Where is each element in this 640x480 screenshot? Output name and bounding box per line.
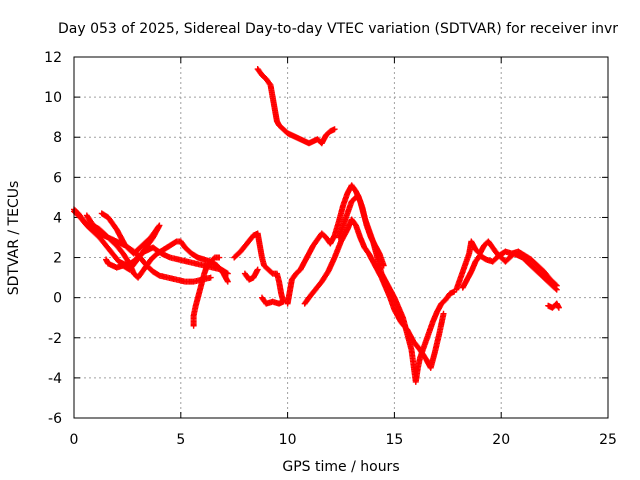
data-point xyxy=(440,310,447,317)
x-tick-label: 0 xyxy=(70,432,79,448)
data-series xyxy=(71,66,562,385)
data-point xyxy=(552,281,559,288)
y-tick-label: 6 xyxy=(53,170,62,186)
series-track-h xyxy=(284,182,458,385)
data-point xyxy=(224,278,231,285)
data-point xyxy=(331,126,338,133)
y-axis-label: SDTVAR / TECUs xyxy=(6,181,22,296)
y-tick-label: -6 xyxy=(48,411,62,427)
y-tick-label: -4 xyxy=(48,371,62,387)
series-track-k xyxy=(453,238,560,293)
series-track-l xyxy=(459,248,560,291)
data-point xyxy=(216,254,223,261)
x-axis-label: GPS time / hours xyxy=(282,459,399,475)
x-tick-label: 20 xyxy=(492,432,510,448)
x-tick-label: 15 xyxy=(385,432,403,448)
data-point xyxy=(555,304,562,311)
data-point xyxy=(258,294,265,301)
chart-title: Day 053 of 2025, Sidereal Day-to-day VTE… xyxy=(58,21,618,37)
series-track-j xyxy=(335,192,387,269)
data-point xyxy=(103,256,110,263)
y-tick-label: -2 xyxy=(48,331,62,347)
data-point xyxy=(207,274,214,281)
series-track-i xyxy=(301,216,447,371)
plot-frame xyxy=(73,56,609,419)
y-tick-label: 4 xyxy=(53,210,62,226)
series-track-d xyxy=(98,210,163,273)
y-tick-label: 8 xyxy=(53,130,62,146)
data-point xyxy=(553,282,560,289)
series-track-f xyxy=(231,230,287,307)
y-tick-label: 12 xyxy=(44,50,62,66)
y-tick-label: 10 xyxy=(44,90,62,106)
series-track-e xyxy=(190,254,223,329)
y-tick-label: 0 xyxy=(53,291,62,307)
data-point xyxy=(224,270,231,277)
data-point xyxy=(259,295,266,302)
x-tick-label: 25 xyxy=(599,432,617,448)
x-tick-label: 5 xyxy=(176,432,185,448)
data-point xyxy=(254,266,261,273)
series-track-n xyxy=(254,66,338,147)
series-track-g xyxy=(241,266,261,283)
series-track-m xyxy=(545,300,562,311)
data-point xyxy=(380,262,387,269)
x-axis-ticks: 0 5 10 15 20 25 xyxy=(70,57,617,448)
x-tick-label: 10 xyxy=(279,432,297,448)
y-tick-label: 2 xyxy=(53,251,62,267)
